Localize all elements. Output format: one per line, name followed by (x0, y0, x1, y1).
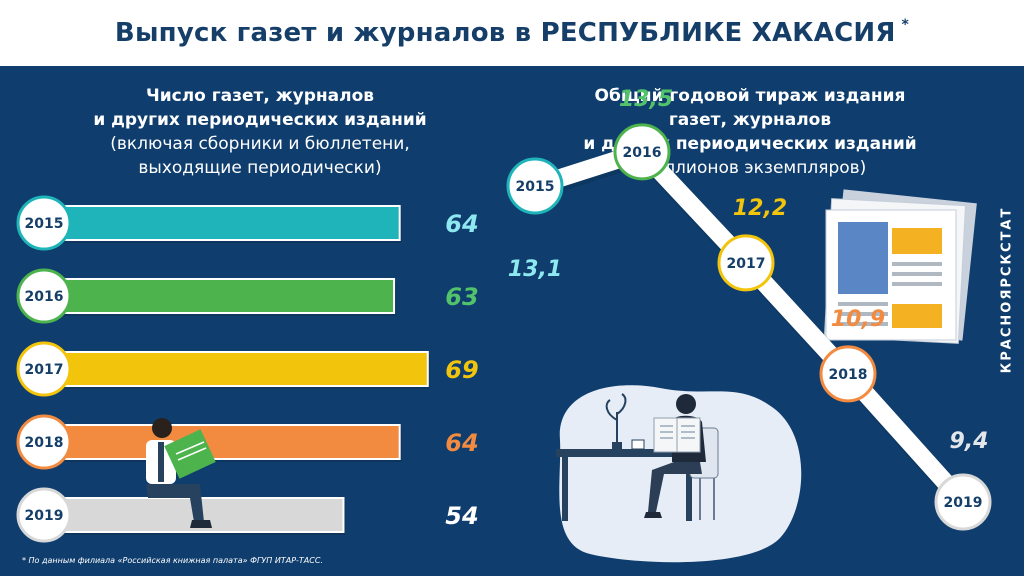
bar-category-label: 2016 (25, 289, 64, 305)
line-point-2015 (506, 157, 564, 215)
bar-value-label: 64 (445, 210, 478, 238)
man-reading-illustration (146, 418, 216, 528)
bar-chart: 2015 64 2016 63 2017 69 2018 64 2019 54 (16, 195, 479, 543)
bar-2018 (39, 424, 401, 460)
left-chart-title: Число газет, журналов и других периодиче… (20, 84, 500, 180)
line-category-label: 2017 (727, 256, 766, 272)
line-chart: 2015 13,1 2016 13,5 2017 12,2 2018 10,9 2019 9,4 (506, 87, 992, 563)
footnote: * По данным филиала «Российская книжная … (22, 556, 323, 565)
woman-figure-illustration (644, 394, 719, 520)
line-value-label: 10,9 (831, 307, 885, 332)
bar-2015 (39, 205, 401, 241)
line-category-label: 2016 (623, 145, 662, 161)
right-title-line4: (миллионов экземпляров) (633, 158, 867, 178)
line-point-2019 (934, 473, 992, 531)
bar-category-label: 2018 (25, 435, 64, 451)
line-point-2018 (819, 345, 877, 403)
bar-category-label: 2017 (25, 362, 64, 378)
newspaper-illustration (823, 189, 977, 344)
line-category-label: 2019 (944, 495, 983, 511)
line-category-label: 2018 (829, 367, 868, 383)
left-title-line4: выходящие периодически) (138, 158, 382, 178)
bar-year-badge (16, 195, 72, 251)
bar-value-label: 69 (445, 356, 478, 384)
title-bar (0, 0, 1024, 66)
line-category-label: 2015 (516, 179, 555, 195)
bar-category-label: 2019 (25, 508, 64, 524)
bar-2017 (39, 351, 429, 387)
right-title-line1: Общий годовой тираж издания (594, 86, 906, 106)
line-value-label: 9,4 (950, 429, 989, 454)
line-point-2017 (717, 234, 775, 292)
bar-2016 (39, 278, 396, 314)
brand-label: КРАСНОЯРСКСТАТ (999, 206, 1015, 374)
line-value-label: 13,5 (619, 87, 673, 112)
left-title-line3: (включая сборники и бюллетени, (110, 134, 410, 154)
bar-value-label: 64 (445, 429, 478, 457)
line-point-2016 (613, 123, 671, 181)
bar-year-badge (16, 487, 72, 543)
bar-year-badge (16, 414, 72, 470)
desk-illustration (556, 393, 698, 521)
line-value-label: 13,1 (508, 257, 562, 282)
left-title-line2: и других периодических изданий (93, 110, 427, 130)
bar-year-badge (16, 268, 72, 324)
left-title-line1: Число газет, журналов (145, 86, 375, 106)
bar-category-label: 2015 (25, 216, 64, 232)
bar-value-label: 54 (445, 502, 478, 530)
line-value-label: 12,2 (733, 196, 787, 221)
right-title-line2: газет, журналов (668, 110, 832, 130)
page-title: Выпуск газет и журналов в РЕСПУБЛИКЕ ХАК… (114, 17, 910, 48)
bar-value-label: 63 (445, 283, 478, 311)
bar-year-badge (16, 341, 72, 397)
